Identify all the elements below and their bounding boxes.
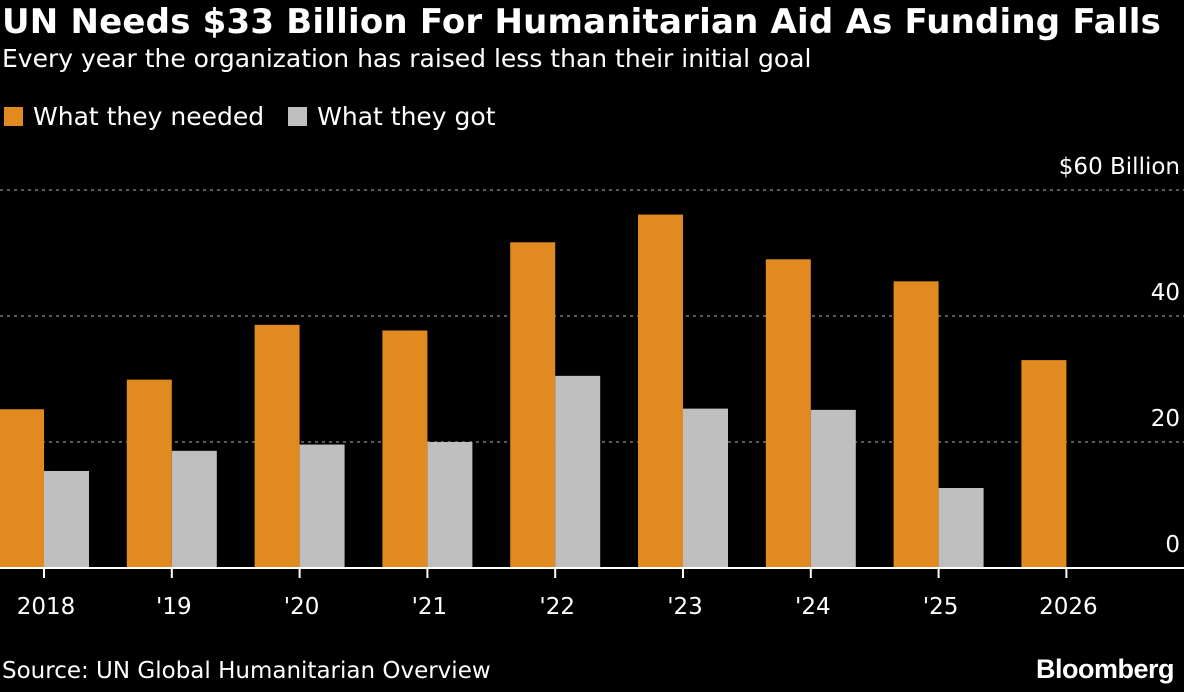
bar-got [683, 408, 728, 568]
bar-needed [765, 259, 811, 568]
legend: What they needed What they got [4, 102, 520, 131]
legend-item-got: What they got [288, 102, 496, 131]
bar-got [299, 444, 345, 568]
legend-item-needed: What they needed [4, 102, 264, 131]
bar-got [555, 375, 601, 568]
y-tick-label: 20 [1151, 406, 1180, 432]
bar-got [810, 409, 856, 568]
bar-needed [382, 330, 428, 568]
bar-got [171, 450, 217, 568]
bar-needed [1021, 360, 1067, 568]
bar-needed [893, 281, 939, 568]
x-tick-label: '25 [923, 594, 959, 620]
bar-got [427, 442, 473, 568]
y-tick-label: $60 Billion [1059, 154, 1180, 180]
x-tick-label: '19 [156, 594, 192, 620]
bar-needed [638, 214, 683, 568]
legend-label-got: What they got [317, 102, 496, 131]
chart-title: UN Needs $33 Billion For Humanitarian Ai… [2, 2, 1162, 42]
legend-swatch-got [288, 107, 308, 126]
x-tick-label: '21 [412, 594, 448, 620]
x-tick-label: 2018 [17, 594, 76, 620]
x-tick-label: '22 [539, 594, 575, 620]
bar-needed [510, 242, 556, 569]
x-tick-label: '23 [667, 594, 703, 620]
bloomberg-logo: Bloomberg [1035, 654, 1175, 684]
x-tick-label: '20 [284, 594, 320, 620]
legend-label-needed: What they needed [33, 102, 265, 131]
legend-swatch-needed [4, 107, 23, 126]
bar-got [44, 470, 89, 568]
x-tick-label: '24 [795, 594, 831, 620]
bar-needed [254, 324, 300, 568]
bar-got [938, 487, 984, 568]
source-note: Source: UN Global Humanitarian Overview [2, 658, 491, 684]
y-tick-label: 0 [1165, 532, 1180, 558]
bar-needed [126, 379, 172, 568]
bar-needed [0, 409, 44, 568]
y-tick-label: 40 [1151, 280, 1180, 306]
chart-subtitle: Every year the organization has raised l… [2, 44, 812, 73]
x-tick-label: 2026 [1039, 594, 1098, 620]
